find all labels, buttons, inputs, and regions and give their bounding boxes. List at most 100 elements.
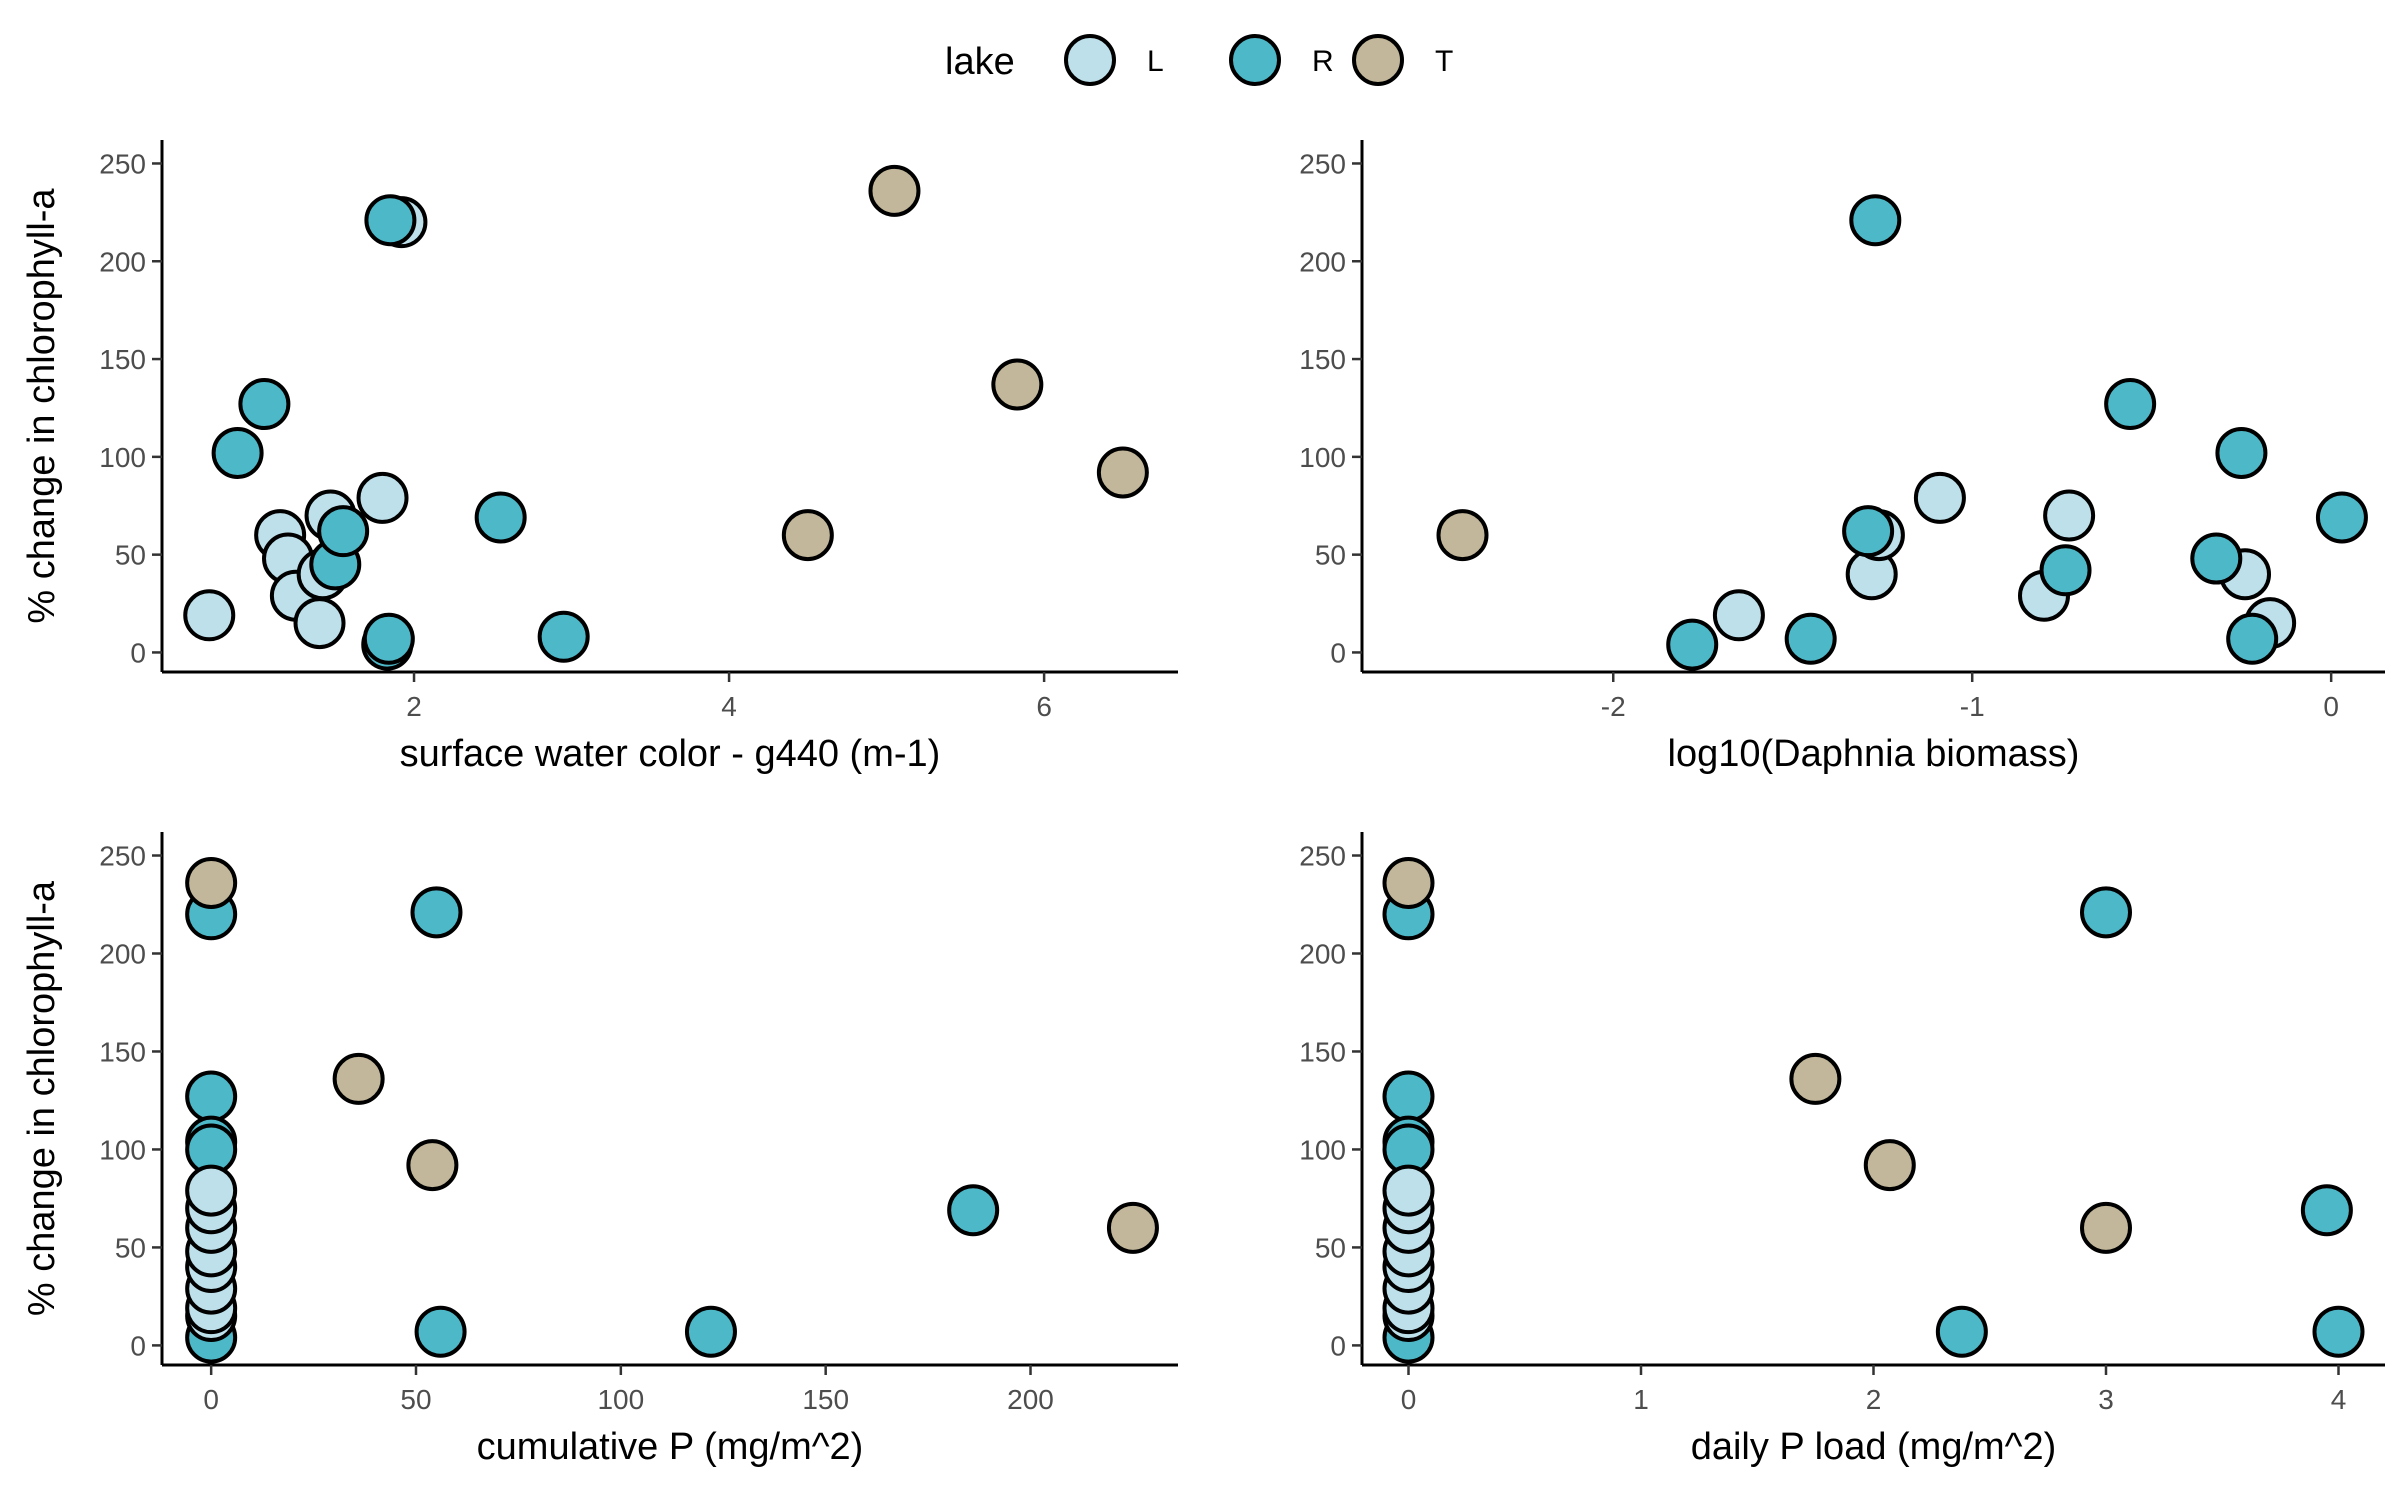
y-tick-label: 150 (99, 1036, 146, 1067)
y-tick-label: 0 (1330, 1330, 1346, 1361)
y-tick-label: 50 (1315, 540, 1346, 571)
x-tick-label: 3 (2098, 1384, 2114, 1415)
y-tick-label: 50 (1315, 1232, 1346, 1263)
x-tick-label: 150 (802, 1384, 849, 1415)
y-tick-label: 50 (115, 540, 146, 571)
point-R (410, 886, 463, 939)
point-R (364, 194, 417, 247)
legend-key-L (1064, 34, 1116, 86)
y-tick-label: 100 (99, 1134, 146, 1165)
legend-key-R (1229, 34, 1281, 86)
point-T (185, 856, 238, 909)
point-R (2080, 886, 2132, 939)
y-tick-label: 200 (99, 246, 146, 277)
point-R (1666, 618, 1719, 671)
point-T (406, 1139, 459, 1192)
point-L (1382, 1164, 1435, 1217)
point-L (1913, 471, 1966, 524)
x-tick-label: 6 (1036, 691, 1052, 722)
x-tick-label: 200 (1007, 1384, 1054, 1415)
point-L (1712, 589, 1765, 642)
point-R (2190, 532, 2243, 585)
panel-1: 0 50 100 150 200 250 2 4 6 surface water color - … (21, 140, 1178, 775)
y-tick-label: 50 (115, 1232, 146, 1263)
y-tick-label: 100 (99, 442, 146, 473)
x-axis-title: surface water color - g440 (m-1) (400, 733, 941, 775)
legend-label-R: R (1312, 45, 1334, 78)
x-tick-label: 100 (597, 1384, 644, 1415)
y-tick-label: 150 (1299, 1036, 1346, 1067)
point-L (293, 597, 346, 650)
point-R (947, 1184, 1000, 1237)
point-R (1784, 612, 1837, 665)
point-R (2315, 491, 2368, 544)
x-tick-label: 50 (400, 1384, 431, 1415)
point-L (2043, 489, 2096, 542)
x-tick-label: 4 (2331, 1384, 2347, 1415)
panel-3: 0 50 100 150 200 250 0 50 100 150 200 cumulative P … (21, 832, 1178, 1468)
legend-title: lake (945, 41, 1015, 83)
x-axis-title: cumulative P (mg/m^2) (477, 1426, 864, 1468)
point-T (868, 164, 921, 217)
panel-2: 0 50 100 150 200 250 -2 -1 0 log10(Daphnia biomas… (1299, 140, 2385, 775)
point-T (1106, 1201, 1159, 1254)
y-tick-label: 150 (99, 344, 146, 375)
point-R (185, 1070, 238, 1123)
legend-label-L: L (1147, 45, 1164, 78)
point-T (1436, 509, 1489, 562)
point-R (2300, 1184, 2353, 1237)
point-R (1849, 194, 1902, 247)
y-tick-label: 0 (130, 1330, 146, 1361)
panel-4: 0 50 100 150 200 250 0 1 2 3 4 daily P load (mg/m^2… (1299, 832, 2385, 1468)
point-T (1789, 1052, 1842, 1105)
x-tick-label: 0 (203, 1384, 219, 1415)
point-T (1863, 1139, 1916, 1192)
y-tick-label: 250 (99, 148, 146, 179)
y-axis-title: % change in chlorophyll-a (21, 880, 63, 1316)
point-R (2039, 544, 2092, 597)
y-tick-label: 250 (99, 841, 146, 872)
y-tick-label: 150 (1299, 344, 1346, 375)
y-tick-label: 250 (1299, 841, 1346, 872)
point-R (362, 612, 415, 665)
point-T (1382, 856, 1435, 909)
y-tick-label: 100 (1299, 1134, 1346, 1165)
x-tick-label: 0 (1401, 1384, 1417, 1415)
x-tick-label: -1 (1960, 691, 1985, 722)
point-R (414, 1305, 467, 1358)
point-L (356, 471, 409, 524)
y-tick-label: 250 (1299, 148, 1346, 179)
point-T (332, 1052, 385, 1105)
legend: lake L R T (945, 34, 1453, 86)
point-R (2312, 1305, 2365, 1358)
x-axis-title: log10(Daphnia biomass) (1668, 733, 2080, 775)
point-L (183, 589, 236, 642)
point-T (781, 509, 834, 562)
point-T (991, 358, 1044, 411)
y-tick-label: 200 (1299, 246, 1346, 277)
x-tick-label: 0 (2323, 691, 2339, 722)
point-R (2226, 612, 2279, 665)
legend-key-T (1352, 34, 1404, 86)
point-R (317, 505, 370, 558)
point-R (1382, 1070, 1435, 1123)
y-tick-label: 0 (1330, 637, 1346, 668)
y-tick-label: 200 (99, 938, 146, 969)
x-tick-label: -2 (1601, 691, 1626, 722)
point-T (1096, 446, 1149, 499)
point-R (2215, 426, 2268, 479)
legend-label-T: T (1435, 45, 1453, 78)
x-tick-label: 2 (406, 691, 422, 722)
y-tick-label: 100 (1299, 442, 1346, 473)
point-R (474, 491, 527, 544)
point-R (211, 426, 264, 479)
point-R (2104, 378, 2157, 431)
point-L (185, 1164, 238, 1217)
point-R (537, 610, 590, 663)
y-axis-title: % change in chlorophyll-a (21, 188, 63, 624)
point-R (1842, 505, 1895, 558)
point-R (238, 378, 291, 431)
x-tick-label: 1 (1633, 1384, 1649, 1415)
x-tick-label: 4 (721, 691, 737, 722)
